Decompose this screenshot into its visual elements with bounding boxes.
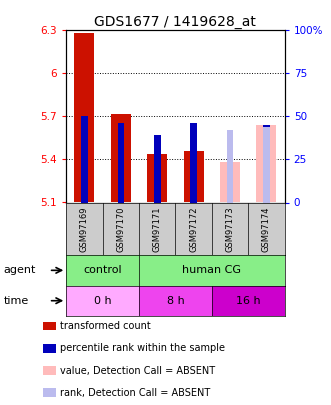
Text: percentile rank within the sample: percentile rank within the sample [60,343,224,353]
Bar [139,286,212,316]
Bar [190,123,197,202]
Text: 16 h: 16 h [236,296,260,306]
Bar [263,127,270,202]
Text: 0 h: 0 h [94,296,112,306]
Bar [66,286,139,316]
Bar [212,286,285,316]
Text: 8 h: 8 h [166,296,184,306]
Text: agent: agent [3,265,36,275]
Bar [220,162,240,202]
Text: GSM97170: GSM97170 [116,206,125,252]
Bar [227,130,233,202]
Text: GSM97171: GSM97171 [153,206,162,252]
Bar [81,117,88,202]
Text: GSM97169: GSM97169 [80,206,89,252]
Bar [111,113,131,202]
Text: transformed count: transformed count [60,321,150,331]
Text: GSM97173: GSM97173 [225,206,235,252]
Bar [118,123,124,202]
Text: rank, Detection Call = ABSENT: rank, Detection Call = ABSENT [60,388,210,398]
Bar [147,154,167,202]
Text: GSM97172: GSM97172 [189,206,198,252]
Bar [154,135,161,202]
Title: GDS1677 / 1419628_at: GDS1677 / 1419628_at [94,15,257,29]
Bar [263,125,270,202]
Bar [184,151,204,202]
Text: time: time [3,296,28,306]
Text: GSM97174: GSM97174 [262,206,271,252]
Bar [257,125,276,202]
Text: value, Detection Call = ABSENT: value, Detection Call = ABSENT [60,366,215,375]
Text: human CG: human CG [182,265,241,275]
Bar [74,33,94,202]
Text: control: control [83,265,122,275]
